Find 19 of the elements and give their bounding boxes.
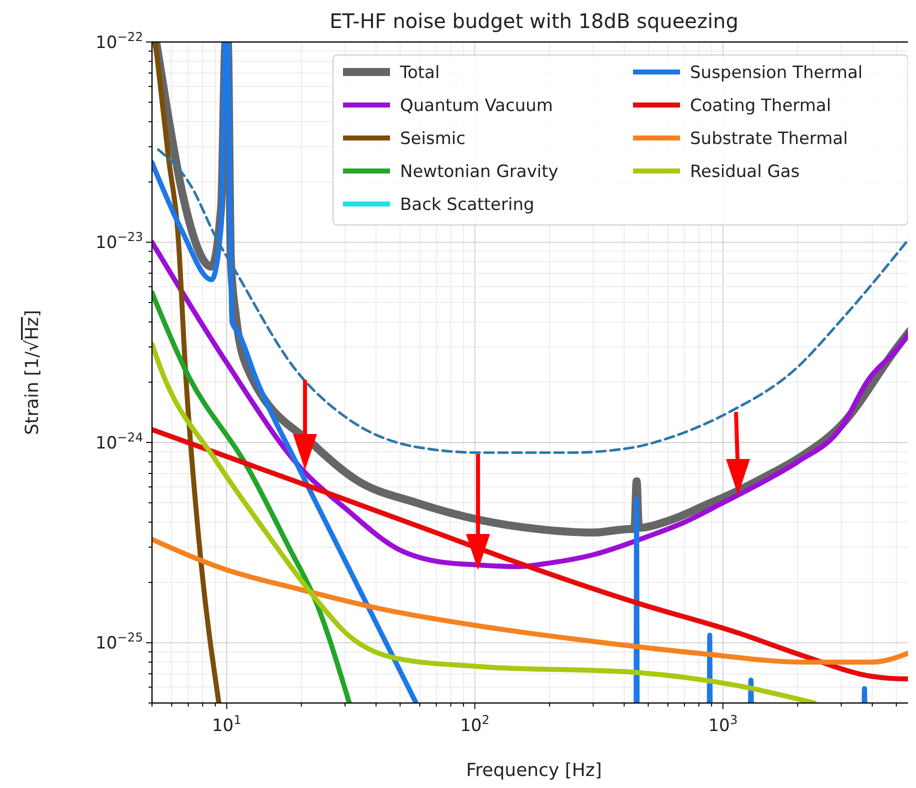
y-tick-label: 10$^{−22}$ — [96, 30, 143, 53]
x-tick-label: 10$^{3}$ — [708, 713, 738, 736]
legend-label: Total — [399, 63, 440, 83]
legend-label: Seismic — [400, 129, 466, 149]
legend-label: Quantum Vacuum — [400, 96, 553, 116]
y-tick-label: 10$^{−23}$ — [96, 230, 143, 254]
x-tick-label: 10$^{2}$ — [460, 713, 490, 736]
legend-label: Newtonian Gravity — [400, 162, 558, 182]
legend-label: Back Scattering — [400, 195, 534, 215]
legend-label: Residual Gas — [690, 162, 800, 182]
legend-label: Coating Thermal — [690, 96, 832, 116]
y-tick-label: 10$^{−24}$ — [96, 430, 144, 454]
y-tick-label: 10$^{−25}$ — [96, 630, 143, 654]
x-tick-label: 10$^{1}$ — [212, 713, 242, 736]
chart-title: ET-HF noise budget with 18dB squeezing — [330, 9, 738, 33]
x-axis-title: Frequency [Hz] — [466, 760, 602, 781]
legend-label: Substrate Thermal — [690, 129, 848, 149]
y-axis-title: Strain [1/√Hz] — [22, 310, 43, 436]
legend-label: Suspension Thermal — [690, 63, 863, 83]
